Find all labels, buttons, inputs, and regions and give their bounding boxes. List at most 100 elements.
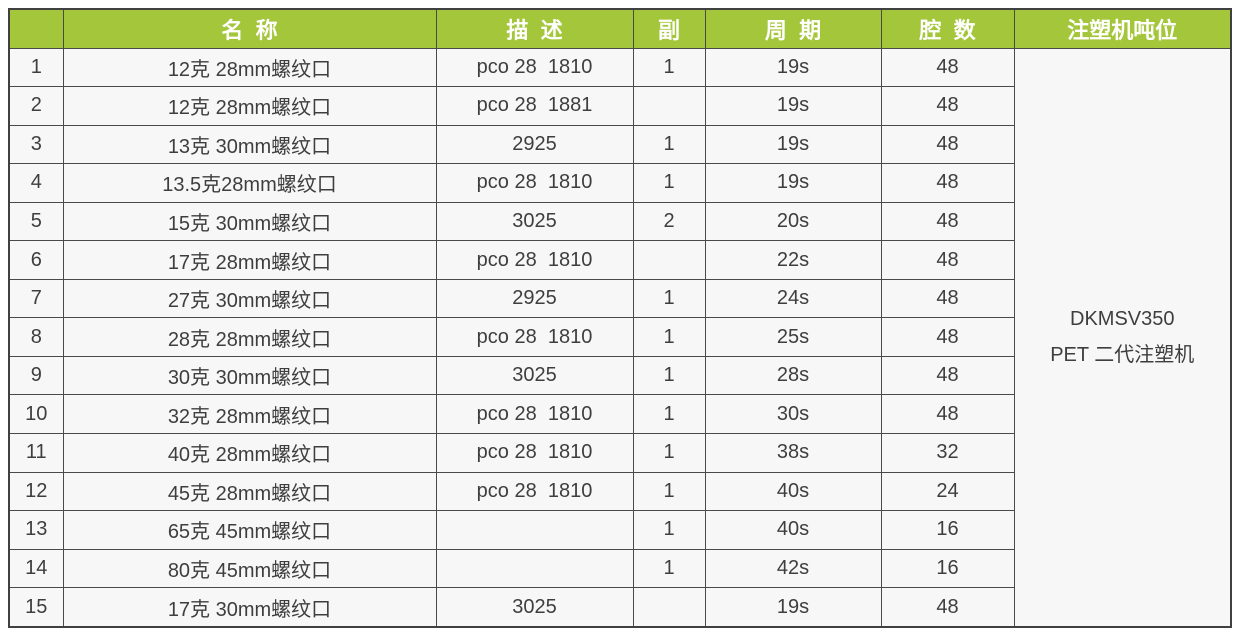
cell-desc: 3025: [435, 587, 634, 628]
machine-tonnage-cell: DKMSV350 PET 二代注塑机: [1013, 47, 1232, 628]
cell-cavities: 16: [880, 510, 1015, 550]
cell-name: 17克 28mm螺纹口: [62, 240, 437, 280]
cell-desc: pco 28 1810: [435, 471, 634, 512]
cell-cavities: 24: [880, 471, 1015, 512]
cell-cycle: 19s: [704, 587, 882, 628]
cell-aux: [632, 587, 706, 628]
cell-no: 10: [8, 394, 64, 434]
cell-aux: [632, 240, 706, 280]
table-row: 7 27克 30mm螺纹口 2925 1 24s 48: [8, 278, 1231, 319]
cell-cycle: 19s: [704, 86, 882, 126]
cell-aux: 1: [632, 355, 706, 396]
cell-cycle: 30s: [704, 394, 882, 434]
cell-aux: [632, 86, 706, 126]
cell-desc: pco 28 1810: [435, 317, 634, 357]
cell-aux: 1: [632, 548, 706, 589]
cell-cycle: 42s: [704, 548, 882, 589]
cell-desc: [435, 510, 634, 550]
cell-desc: pco 28 1810: [435, 394, 634, 434]
cell-cycle: 24s: [704, 278, 882, 319]
cell-name: 40克 28mm螺纹口: [62, 432, 437, 473]
cell-cavities: 48: [880, 394, 1015, 434]
column-header-name: 名 称: [62, 8, 437, 49]
cell-name: 65克 45mm螺纹口: [62, 510, 437, 550]
cell-no: 6: [8, 240, 64, 280]
cell-name: 12克 28mm螺纹口: [62, 47, 437, 88]
cell-name: 80克 45mm螺纹口: [62, 548, 437, 589]
cell-aux: 1: [632, 510, 706, 550]
column-header-aux: 副: [632, 8, 706, 49]
cell-cycle: 28s: [704, 355, 882, 396]
cell-no: 12: [8, 471, 64, 512]
cell-no: 11: [8, 432, 64, 473]
cell-cavities: 48: [880, 86, 1015, 126]
cell-cavities: 48: [880, 201, 1015, 242]
cell-name: 27克 30mm螺纹口: [62, 278, 437, 319]
cell-cycle: 25s: [704, 317, 882, 357]
cell-desc: pco 28 1810: [435, 47, 634, 88]
cell-aux: 1: [632, 471, 706, 512]
table-row: 3 13克 30mm螺纹口 2925 1 19s 48: [8, 124, 1231, 165]
cell-no: 8: [8, 317, 64, 357]
table-row: 5 15克 30mm螺纹口 3025 2 20s 48: [8, 201, 1231, 242]
table-row: 15 17克 30mm螺纹口 3025 19s 48: [8, 587, 1231, 628]
column-header-machine: 注塑机吨位: [1013, 8, 1232, 49]
machine-line1: DKMSV350: [1070, 308, 1175, 331]
cell-name: 12克 28mm螺纹口: [62, 86, 437, 126]
cell-aux: 1: [632, 278, 706, 319]
cell-cycle: 19s: [704, 47, 882, 88]
cell-aux: 1: [632, 432, 706, 473]
cell-aux: 1: [632, 394, 706, 434]
table-row: 8 28克 28mm螺纹口 pco 28 1810 1 25s 48: [8, 317, 1231, 357]
cell-cavities: 48: [880, 278, 1015, 319]
cell-cycle: 40s: [704, 510, 882, 550]
table-row: 2 12克 28mm螺纹口 pco 28 1881 19s 48: [8, 86, 1231, 126]
cell-no: 15: [8, 587, 64, 628]
cell-cycle: 40s: [704, 471, 882, 512]
cell-cavities: 48: [880, 587, 1015, 628]
cell-name: 30克 30mm螺纹口: [62, 355, 437, 396]
cell-desc: pco 28 1881: [435, 86, 634, 126]
cell-cycle: 19s: [704, 124, 882, 165]
cell-cycle: 19s: [704, 163, 882, 203]
column-header-cavities: 腔 数: [880, 8, 1015, 49]
table-row: 1 12克 28mm螺纹口 pco 28 1810 1 19s 48 DKMSV350 PET…: [8, 47, 1232, 628]
cell-no: 9: [8, 355, 64, 396]
cell-desc: pco 28 1810: [435, 432, 634, 473]
cell-name: 45克 28mm螺纹口: [62, 471, 437, 512]
table-row: 4 13.5克28mm螺纹口 pco 28 1810 1 19s 48: [8, 163, 1231, 203]
cell-name: 28克 28mm螺纹口: [62, 317, 437, 357]
cell-cycle: 38s: [704, 432, 882, 473]
cell-aux: 1: [632, 47, 706, 88]
cell-cavities: 48: [880, 163, 1015, 203]
cell-name: 17克 30mm螺纹口: [62, 587, 437, 628]
cell-desc: 2925: [435, 124, 634, 165]
cell-name: 32克 28mm螺纹口: [62, 394, 437, 434]
cell-desc: 3025: [435, 355, 634, 396]
machine-line2: PET 二代注塑机: [1050, 344, 1195, 367]
cell-aux: 1: [632, 124, 706, 165]
column-header-desc: 描 述: [435, 8, 634, 49]
cell-cavities: 32: [880, 432, 1015, 473]
cell-cavities: 48: [880, 317, 1015, 357]
cell-no: 7: [8, 278, 64, 319]
cell-aux: 1: [632, 163, 706, 203]
cell-no: 2: [8, 86, 64, 126]
column-header-cycle: 周 期: [704, 8, 882, 49]
cell-cycle: 22s: [704, 240, 882, 280]
cell-cavities: 16: [880, 548, 1015, 589]
cell-desc: pco 28 1810: [435, 240, 634, 280]
cell-cavities: 48: [880, 240, 1015, 280]
cell-aux: 1: [632, 317, 706, 357]
cell-name: 15克 30mm螺纹口: [62, 201, 437, 242]
cell-cavities: 48: [880, 124, 1015, 165]
table-row: 10 32克 28mm螺纹口 pco 28 1810 1 30s 48: [8, 394, 1231, 434]
cell-no: 1: [8, 47, 64, 88]
cell-no: 5: [8, 201, 64, 242]
cell-cavities: 48: [880, 355, 1015, 396]
cell-no: 3: [8, 124, 64, 165]
cell-cavities: 48: [880, 47, 1015, 88]
column-header-no: [8, 8, 64, 49]
cell-name: 13.5克28mm螺纹口: [62, 163, 437, 203]
table-header-row: 名 称描 述副周 期腔 数注塑机吨位: [8, 8, 1232, 49]
